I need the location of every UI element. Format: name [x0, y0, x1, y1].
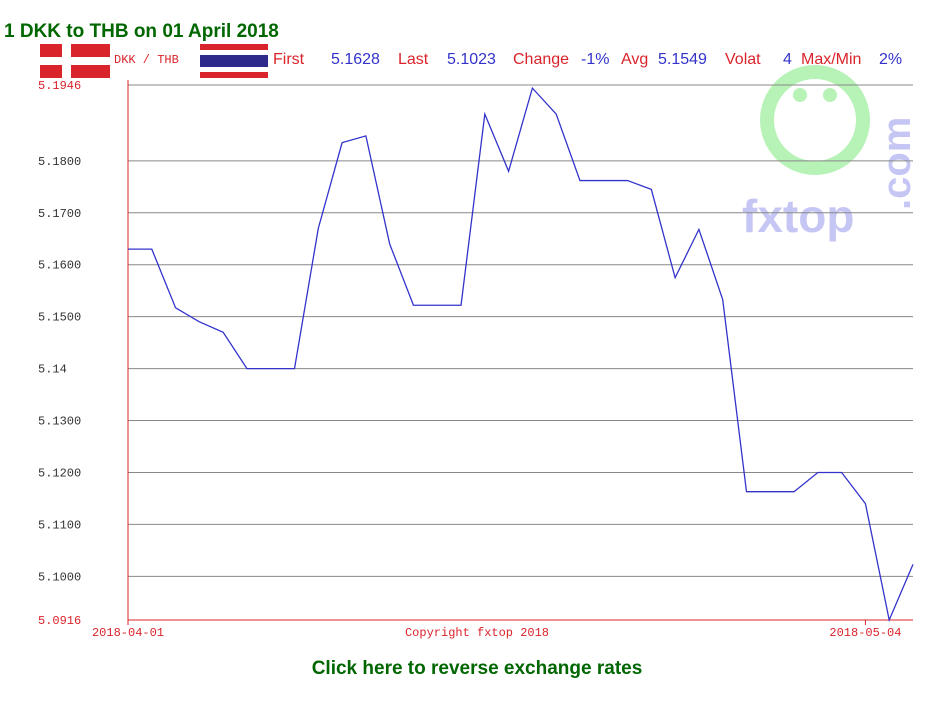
chart-title: 1 DKK to THB on 01 April 2018: [4, 21, 279, 42]
stat-label: Max/Min: [801, 51, 861, 68]
y-tick-label: 5.1000: [38, 570, 81, 584]
stat-label: Volat: [725, 51, 761, 68]
y-tick-label: 5.1300: [38, 415, 81, 429]
copyright: Copyright fxtop 2018: [405, 626, 549, 640]
stat-value: 4: [783, 51, 792, 68]
y-tick-label: 5.0916: [38, 614, 81, 628]
logo-suffix: .com: [875, 117, 919, 210]
stat-label: Last: [398, 51, 429, 68]
line-series: [128, 86, 914, 623]
y-tick-label: 5.1946: [38, 79, 81, 93]
reverse-link[interactable]: Click here to reverse exchange rates: [312, 658, 643, 679]
stat-label: Change: [513, 51, 569, 68]
y-tick-label: 5.1800: [38, 155, 81, 169]
y-tick-label: 5.1100: [38, 518, 81, 532]
y-tick-label: 5.1700: [38, 207, 81, 221]
y-tick-label: 5.14: [38, 363, 67, 377]
flag-th: [200, 44, 268, 78]
stat-label: Avg: [621, 51, 648, 68]
pair-label: DKK / THB: [114, 53, 179, 67]
y-tick-label: 5.1600: [38, 259, 81, 273]
y-tick-label: 5.1500: [38, 311, 81, 325]
logo: fxtop .com: [742, 65, 919, 242]
flag-dk: [40, 44, 110, 78]
stat-label: First: [273, 51, 305, 68]
stat-value: 5.1023: [447, 51, 496, 68]
y-tick-label: 5.1200: [38, 466, 81, 480]
stat-value: 5.1628: [331, 51, 380, 68]
logo-text: fxtop: [742, 190, 854, 242]
stat-value: 5.1549: [658, 51, 707, 68]
stat-value: 2%: [879, 51, 902, 68]
stat-value: -1%: [581, 51, 609, 68]
x-tick-label: 2018-04-01: [92, 626, 164, 640]
x-tick-label: 2018-05-04: [829, 626, 901, 640]
